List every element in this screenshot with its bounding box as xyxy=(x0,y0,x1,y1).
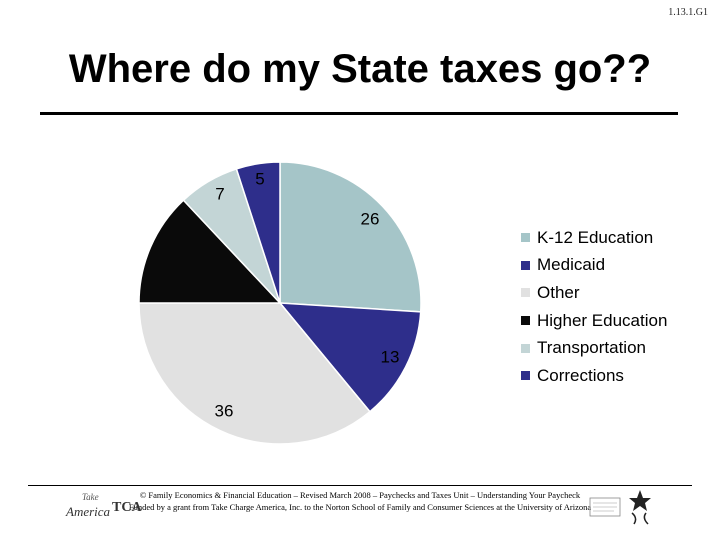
slice-data-label: 7 xyxy=(215,184,224,203)
slide-code: 1.13.1.G1 xyxy=(668,7,708,18)
legend-label: Higher Education xyxy=(537,310,668,330)
legend-swatch xyxy=(521,371,530,381)
legend-item: Medicaid xyxy=(521,252,667,280)
legend-swatch xyxy=(521,233,530,243)
legend-item: K-12 Education xyxy=(521,224,667,252)
logo-text: America xyxy=(66,504,111,519)
chart-title: Where do my State taxes go?? xyxy=(68,47,652,91)
legend-item: Other xyxy=(521,279,667,307)
legend-item: Corrections xyxy=(521,362,667,390)
take-charge-america-logo: Take America TCA xyxy=(64,492,142,520)
legend-swatch xyxy=(521,343,530,353)
pie-slice-medicaid xyxy=(278,302,422,413)
logo-text: TCA xyxy=(112,500,142,515)
footer-line: Funded by a grant from Take Charge Ameri… xyxy=(128,502,592,512)
slice-data-label: 26 xyxy=(361,209,380,228)
slice-data-label: 13 xyxy=(381,347,400,366)
footer-divider xyxy=(28,485,692,486)
legend-label: Other xyxy=(537,282,580,302)
footer-line: © Family Economics & Financial Education… xyxy=(139,490,581,500)
pie-slice-higher-education xyxy=(138,199,282,304)
legend: K-12 Education Medicaid Other Higher Edu… xyxy=(521,224,667,390)
pie-slice-k-12-education xyxy=(279,161,422,313)
slice-data-label: 5 xyxy=(255,169,264,188)
legend-label: Medicaid xyxy=(537,255,606,275)
legend-swatch xyxy=(521,288,530,298)
footer: © Family Economics & Financial Education… xyxy=(100,489,620,513)
legend-item: Higher Education xyxy=(521,307,667,335)
legend-swatch xyxy=(521,316,530,326)
pie-slice-corrections xyxy=(235,161,281,304)
legend-swatch xyxy=(521,260,530,270)
pie-slice-other xyxy=(138,302,371,445)
logo-text: Take xyxy=(82,492,99,502)
university-logo-icon xyxy=(589,490,651,525)
legend-label: K-12 Education xyxy=(537,227,654,247)
slice-data-label: 36 xyxy=(215,401,234,420)
legend-label: Transportation xyxy=(537,338,646,358)
legend-label: Corrections xyxy=(537,365,624,385)
legend-item: Transportation xyxy=(521,334,667,362)
title-divider xyxy=(40,112,678,115)
